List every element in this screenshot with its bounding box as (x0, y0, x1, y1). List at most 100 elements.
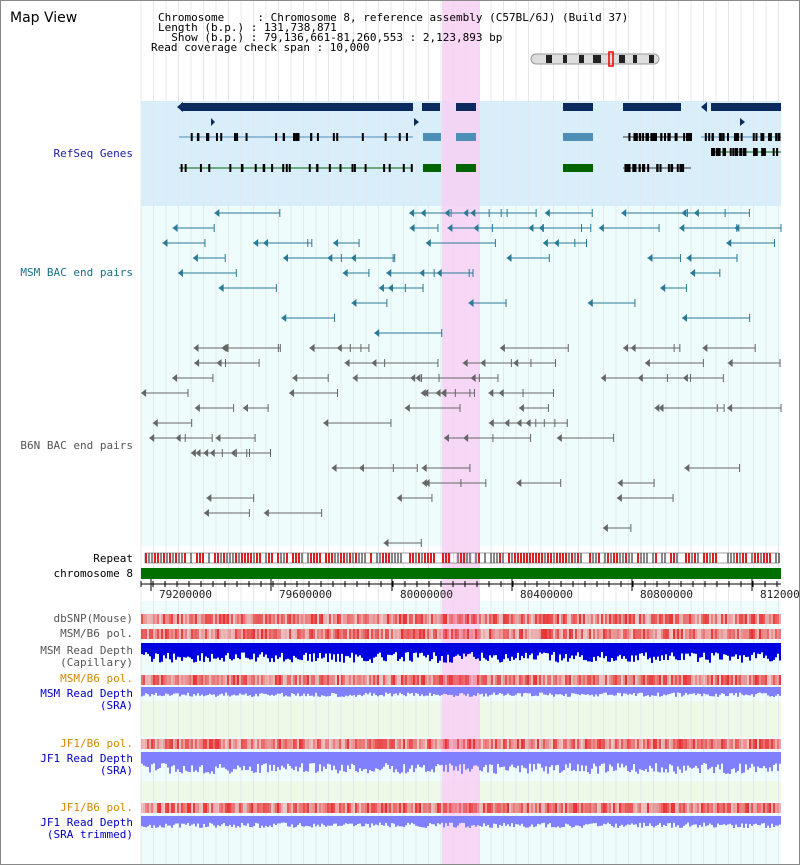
depth-bar (741, 752, 743, 774)
depth-bar (515, 752, 517, 769)
heat-cell (719, 803, 721, 813)
bac-end (141, 389, 147, 397)
depth-bar (375, 687, 377, 696)
depth-bar (609, 687, 611, 695)
depth-bar (459, 687, 461, 694)
depth-bar (197, 687, 199, 694)
depth-bar (681, 816, 683, 828)
track-label-msm-depth-sra: MSM Read Depth (40, 687, 133, 700)
heat-cell (731, 675, 733, 685)
depth-bar (427, 816, 429, 826)
heat-cell (153, 739, 155, 749)
track-label-msm-bac[interactable]: MSM BAC end pairs (20, 266, 133, 279)
depth-bar (265, 816, 267, 826)
depth-bar (541, 816, 543, 824)
heat-cell (401, 614, 403, 624)
heat-cell (521, 675, 523, 685)
heat-cell (391, 739, 393, 749)
bac-end (621, 209, 627, 217)
track-label-b6n-bac[interactable]: B6N BAC end pairs (20, 439, 133, 452)
depth-bar (171, 687, 173, 695)
depth-bar (429, 816, 431, 824)
heat-cell (285, 614, 287, 624)
gene-exon (646, 133, 649, 141)
depth-bar (695, 816, 697, 825)
bac-end (470, 374, 476, 382)
depth-bar (245, 643, 247, 658)
heat-cell (661, 629, 663, 639)
depth-bar (281, 643, 283, 653)
repeat-mark (313, 553, 315, 563)
depth-bar (561, 643, 563, 661)
heat-cell (161, 739, 163, 749)
depth-bar (307, 752, 309, 772)
heat-cell (711, 629, 713, 639)
heat-cell (315, 675, 317, 685)
depth-bar (469, 643, 471, 654)
heat-cell (579, 675, 581, 685)
heat-cell (151, 803, 153, 813)
gene-exon (704, 133, 707, 141)
heat-cell (479, 675, 481, 685)
heat-cell (163, 739, 165, 749)
heat-cell (455, 739, 457, 749)
depth-bar (533, 687, 535, 696)
heat-cell (411, 739, 413, 749)
depth-bar (407, 752, 409, 772)
heat-cell (473, 803, 475, 813)
heat-cell (251, 675, 253, 685)
repeat-mark (568, 553, 570, 563)
depth-bar (503, 752, 505, 767)
depth-bar (423, 687, 425, 697)
depth-bar (169, 816, 171, 826)
heat-cell (321, 739, 323, 749)
depth-bar (227, 643, 229, 653)
depth-bar (749, 752, 751, 768)
heat-cell (597, 629, 599, 639)
repeat-mark (601, 553, 603, 563)
heat-cell (719, 629, 721, 639)
depth-bar (505, 752, 507, 771)
heat-cell (749, 629, 751, 639)
heat-cell (245, 739, 247, 749)
depth-bar (753, 752, 755, 767)
heat-cell (305, 629, 307, 639)
depth-bar (571, 752, 573, 771)
heat-cell (387, 803, 389, 813)
depth-bar (335, 816, 337, 824)
heat-cell (689, 803, 691, 813)
gene-block (422, 103, 440, 111)
heat-cell (231, 614, 233, 624)
depth-bar (467, 687, 469, 694)
depth-bar (313, 687, 315, 697)
depth-bar (283, 643, 285, 662)
depth-bar (427, 643, 429, 655)
depth-bar (431, 816, 433, 825)
heat-cell (555, 614, 557, 624)
heat-cell (737, 803, 739, 813)
heat-cell (409, 629, 411, 639)
depth-bar (355, 752, 357, 772)
depth-bar (587, 752, 589, 773)
depth-bar (301, 687, 303, 696)
heat-cell (637, 739, 639, 749)
heat-cell (339, 739, 341, 749)
heat-cell (345, 614, 347, 624)
heat-cell (491, 739, 493, 749)
depth-bar (489, 752, 491, 765)
track-label-jf1-pol-2: JF1/B6 pol. (60, 801, 133, 814)
heat-cell (175, 803, 177, 813)
repeat-mark (253, 553, 255, 563)
depth-bar (275, 643, 277, 656)
depth-bar (505, 643, 507, 655)
depth-bar (425, 687, 427, 696)
repeat-mark (451, 553, 453, 563)
gene-exon (718, 148, 721, 156)
heat-cell (175, 614, 177, 624)
depth-bar (359, 816, 361, 824)
repeat-mark (364, 553, 366, 563)
heat-cell (575, 675, 577, 685)
track-label-refseq[interactable]: RefSeq Genes (53, 147, 133, 160)
